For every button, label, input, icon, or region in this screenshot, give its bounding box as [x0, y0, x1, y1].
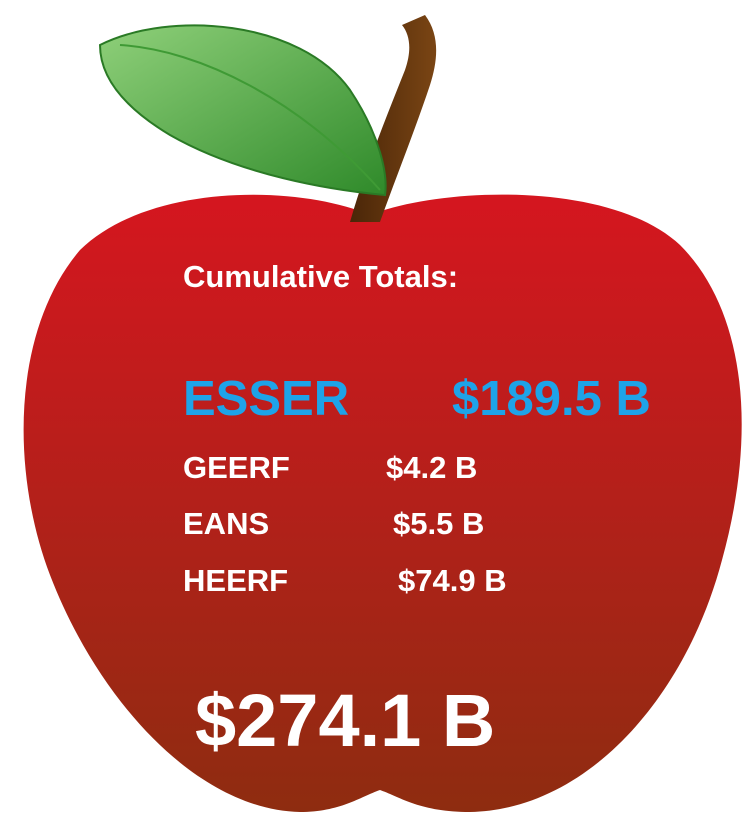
item-name: GEERF: [183, 450, 290, 485]
item-name: ESSER: [183, 372, 349, 426]
apple-infographic: Cumulative Totals: ESSER $189.5 B GEERF …: [0, 0, 751, 814]
item-name: HEERF: [183, 563, 288, 598]
item-amount: $74.9 B: [398, 563, 507, 598]
title: Cumulative Totals:: [183, 259, 458, 294]
total: $274.1 B: [195, 679, 495, 762]
item-amount: $5.5 B: [393, 506, 484, 541]
item-amount: $189.5 B: [452, 372, 651, 426]
item-name: EANS: [183, 506, 269, 541]
apple-leaf: [100, 25, 386, 195]
item-amount: $4.2 B: [386, 450, 477, 485]
